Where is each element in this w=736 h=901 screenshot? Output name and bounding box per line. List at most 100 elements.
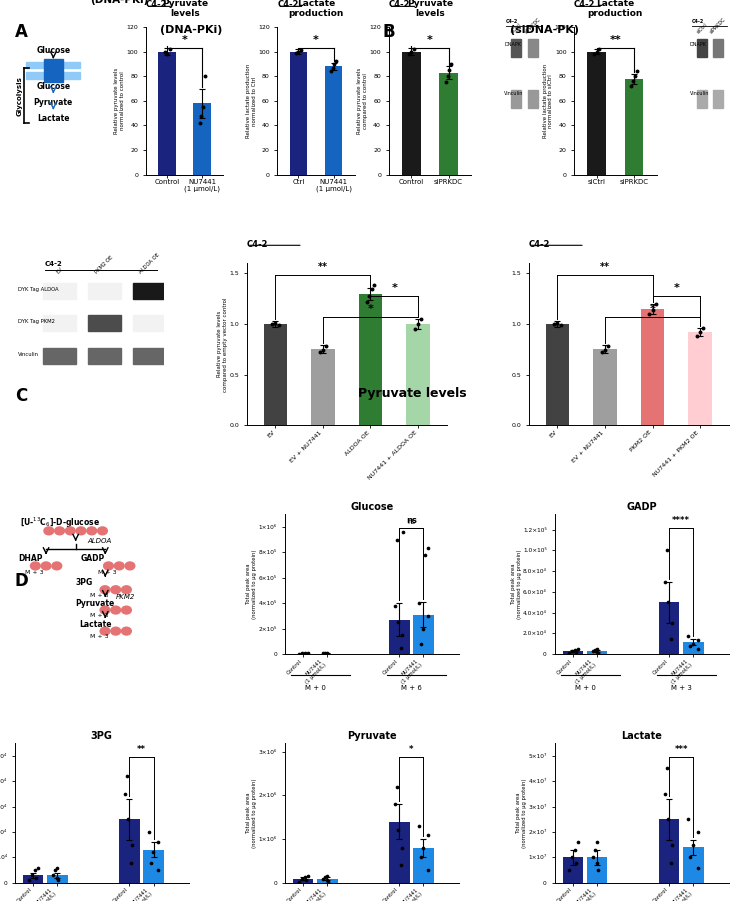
Point: [417, 841, 429, 855]
Point: [572, 835, 584, 850]
Point: [322, 647, 333, 661]
Point: [300, 873, 312, 887]
Point: [30, 870, 42, 885]
Point: [300, 647, 312, 661]
Bar: [528, 90, 538, 108]
Point: [317, 871, 329, 886]
Circle shape: [100, 586, 110, 594]
Text: M + 0: M + 0: [575, 685, 595, 691]
Y-axis label: Relative pyruvate levels
compared to control: Relative pyruvate levels compared to con…: [357, 68, 368, 134]
Point: [295, 43, 307, 58]
Point: [684, 851, 696, 865]
Point: [445, 57, 457, 71]
Text: M + 0: M + 0: [305, 685, 325, 691]
Y-axis label: Relative lactate production
normalized to siCtrl: Relative lactate production normalized t…: [542, 64, 553, 138]
Text: C4-2: C4-2: [529, 241, 551, 250]
Point: [300, 646, 311, 660]
Point: [599, 343, 611, 358]
Text: Pyruvate: Pyruvate: [34, 98, 73, 107]
Point: [587, 851, 598, 865]
Circle shape: [41, 562, 51, 569]
Title: Lactate
production: Lactate production: [587, 0, 643, 18]
Point: [391, 779, 403, 794]
Point: [555, 318, 567, 332]
Text: siCtrl: siCtrl: [510, 22, 523, 34]
Bar: [528, 39, 538, 57]
Text: ns: ns: [406, 516, 417, 525]
Point: [692, 824, 704, 839]
Y-axis label: Relative pyruvate levels
normalized to control: Relative pyruvate levels normalized to c…: [115, 68, 125, 134]
Circle shape: [100, 606, 110, 614]
Text: 3PG: 3PG: [76, 578, 93, 587]
Circle shape: [87, 527, 96, 535]
Text: Glucose: Glucose: [36, 82, 71, 91]
Point: [364, 288, 375, 303]
Title: Pyruvate
levels: Pyruvate levels: [162, 0, 208, 18]
Circle shape: [111, 627, 121, 635]
Bar: [640, 309, 665, 425]
Point: [293, 875, 305, 889]
Point: [661, 543, 673, 558]
Point: [49, 863, 61, 878]
Point: [570, 645, 581, 660]
Point: [406, 44, 417, 59]
Bar: [593, 350, 617, 425]
Circle shape: [104, 562, 113, 569]
Text: M + 3: M + 3: [90, 614, 108, 618]
Point: [119, 787, 131, 801]
Bar: [144, 850, 164, 883]
Point: [666, 838, 678, 852]
Circle shape: [121, 586, 131, 594]
Y-axis label: Total peak area
(normalized to μg protein): Total peak area (normalized to μg protei…: [517, 778, 527, 848]
Bar: [688, 332, 712, 425]
Bar: [587, 651, 607, 654]
Point: [392, 615, 404, 630]
Bar: [562, 858, 583, 883]
Bar: [659, 602, 679, 654]
Circle shape: [111, 606, 121, 614]
Point: [687, 838, 698, 852]
Point: [392, 824, 404, 838]
Text: EV: EV: [55, 266, 64, 275]
Point: [397, 841, 408, 855]
Point: [691, 329, 703, 343]
Point: [591, 44, 603, 59]
Point: [414, 850, 426, 864]
Bar: [194, 104, 211, 175]
Circle shape: [66, 527, 75, 535]
Title: Pyruvate
levels: Pyruvate levels: [407, 0, 453, 18]
Point: [442, 69, 453, 84]
Circle shape: [121, 606, 131, 614]
Bar: [26, 61, 80, 68]
Bar: [713, 39, 723, 57]
Point: [569, 643, 581, 658]
Bar: [406, 324, 430, 425]
Text: C4-2: C4-2: [574, 1, 595, 10]
Point: [588, 47, 600, 61]
Point: [125, 855, 137, 869]
Point: [366, 281, 378, 296]
Title: 3PG: 3PG: [91, 731, 113, 741]
Point: [422, 862, 434, 877]
Text: DNAPK: DNAPK: [504, 42, 521, 47]
Text: siPRKDC: siPRKDC: [710, 16, 727, 34]
Bar: [158, 51, 176, 175]
Point: [199, 69, 210, 84]
Point: [589, 643, 601, 658]
Bar: [358, 294, 383, 425]
Point: [572, 642, 584, 656]
Point: [322, 647, 333, 661]
Bar: [311, 350, 335, 425]
Text: DHAP: DHAP: [18, 554, 43, 563]
Bar: [697, 39, 707, 57]
Point: [266, 317, 278, 332]
Point: [692, 642, 704, 656]
Y-axis label: Relative lactate production
normalized to Ctrl: Relative lactate production normalized t…: [246, 64, 257, 138]
Point: [665, 855, 677, 869]
Point: [290, 46, 302, 60]
Bar: [44, 59, 63, 82]
Bar: [119, 819, 140, 883]
Bar: [23, 876, 43, 883]
Point: [121, 769, 133, 783]
Text: ***: ***: [674, 745, 688, 754]
